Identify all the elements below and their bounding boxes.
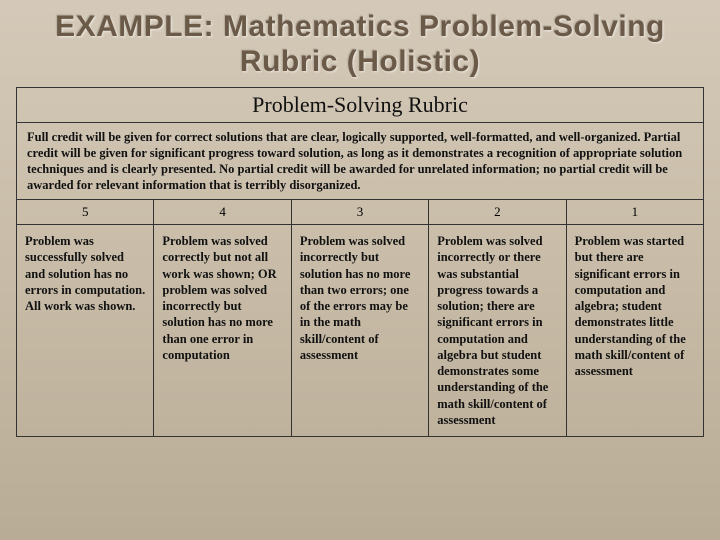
score-cell-4: 4 [154, 200, 291, 224]
score-cell-3: 3 [292, 200, 429, 224]
slide-title: EXAMPLE: Mathematics Problem-Solving Rub… [0, 0, 720, 87]
rubric-intro: Full credit will be given for correct so… [17, 123, 703, 200]
score-row: 5 4 3 2 1 [17, 200, 703, 225]
description-row: Problem was successfully solved and solu… [17, 225, 703, 436]
desc-cell-2: Problem was solved incorrectly or there … [429, 225, 566, 436]
desc-cell-4: Problem was solved correctly but not all… [154, 225, 291, 436]
score-cell-5: 5 [17, 200, 154, 224]
rubric-header: Problem-Solving Rubric [17, 88, 703, 123]
rubric-table: Problem-Solving Rubric Full credit will … [16, 87, 704, 437]
score-cell-1: 1 [567, 200, 703, 224]
score-cell-2: 2 [429, 200, 566, 224]
desc-cell-1: Problem was started but there are signif… [567, 225, 703, 436]
desc-cell-3: Problem was solved incorrectly but solut… [292, 225, 429, 436]
desc-cell-5: Problem was successfully solved and solu… [17, 225, 154, 436]
